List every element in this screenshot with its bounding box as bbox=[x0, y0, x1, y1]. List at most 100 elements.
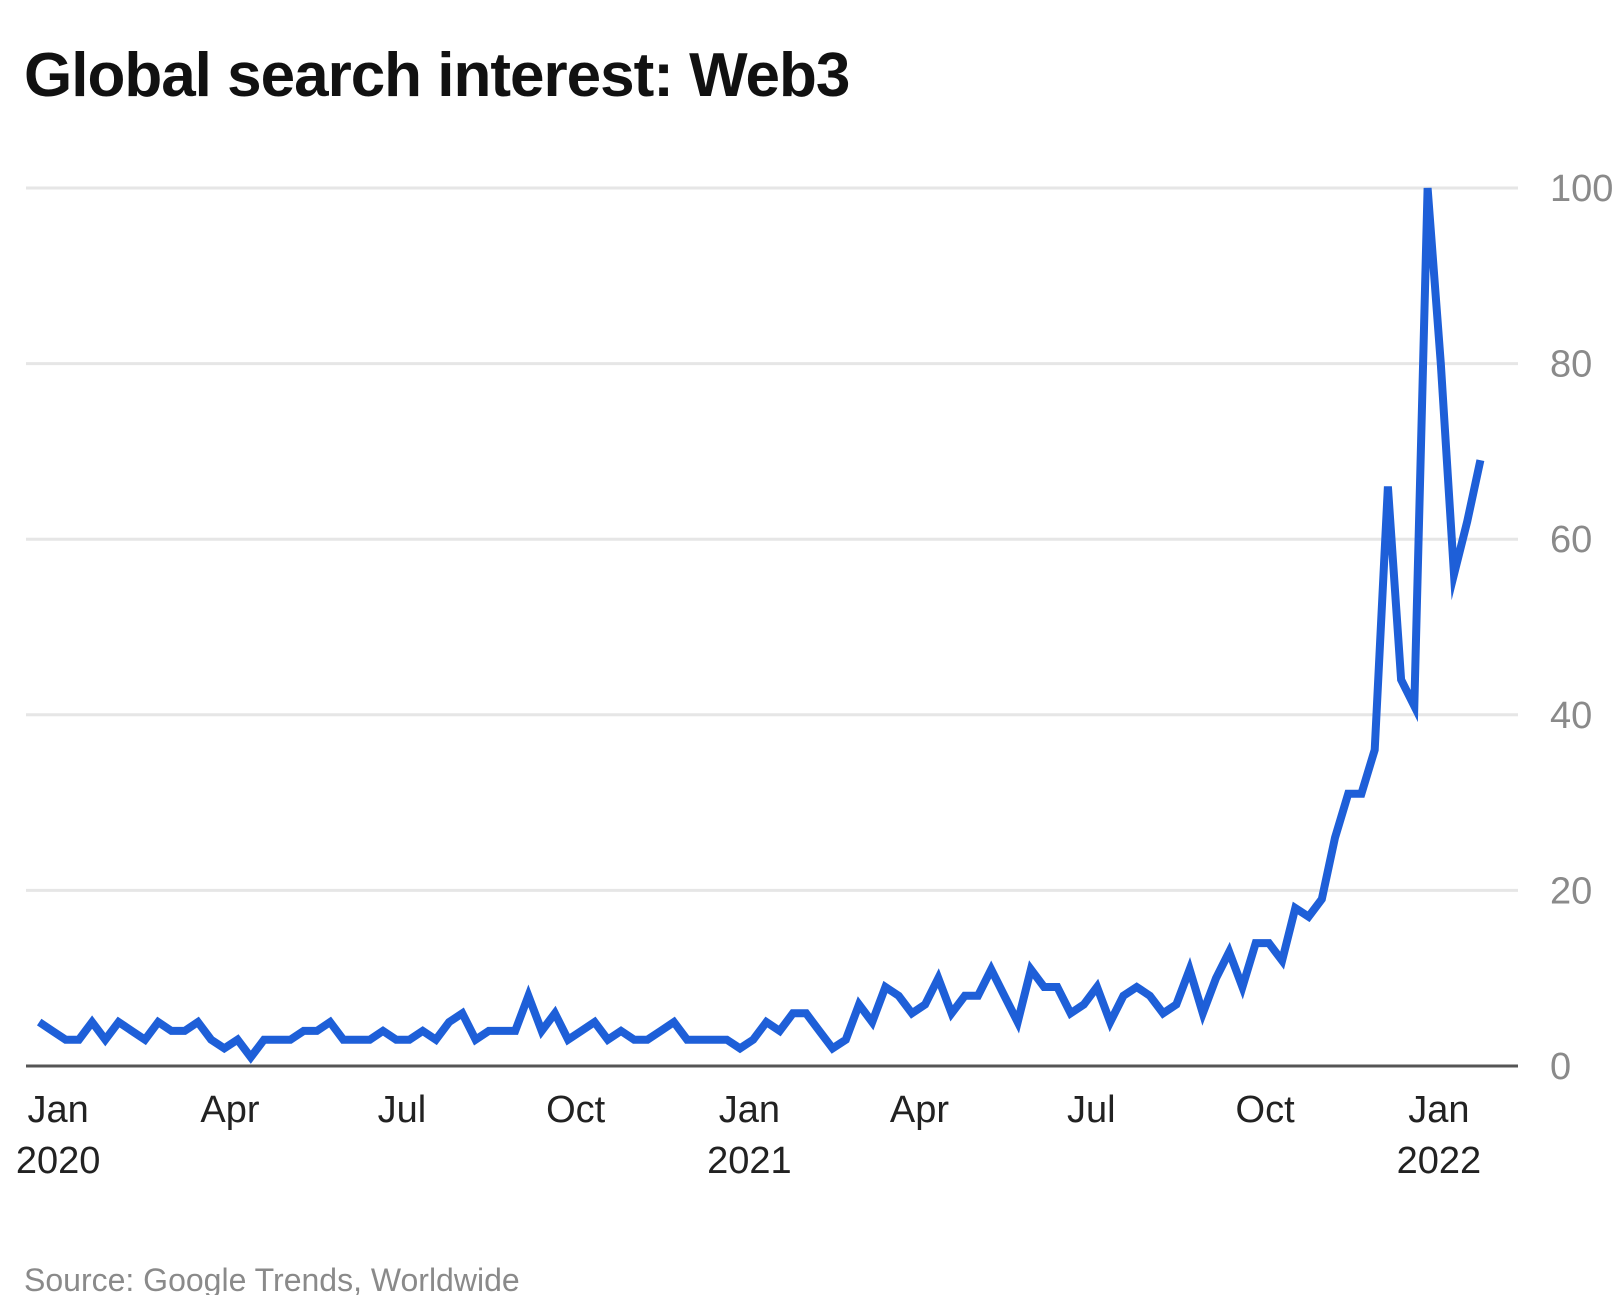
y-axis-ticks: 0 20 40 60 80 100 bbox=[1550, 168, 1613, 1088]
series-line-0 bbox=[36, 187, 1485, 1064]
data-point-66 bbox=[910, 1011, 914, 1015]
data-point-33 bbox=[474, 1038, 478, 1042]
data-point-99 bbox=[1346, 792, 1350, 796]
data-point-19 bbox=[288, 1038, 292, 1042]
data-point-58 bbox=[804, 1011, 808, 1015]
data-point-20 bbox=[302, 1029, 306, 1033]
data-point-93 bbox=[1267, 941, 1271, 945]
y-tick-label-80: 80 bbox=[1550, 344, 1592, 386]
data-point-21 bbox=[315, 1029, 319, 1033]
data-point-29 bbox=[421, 1029, 425, 1033]
data-point-80 bbox=[1095, 985, 1099, 989]
data-point-13 bbox=[209, 1038, 213, 1042]
x-axis-ticks: Jan 2020 Apr Jul Oct Jan 2021 Apr Jul Oct Jan 2022 bbox=[16, 1089, 1481, 1182]
source-note: Source: Google Trends, Worldwide bbox=[24, 1262, 520, 1295]
data-point-53 bbox=[738, 1046, 742, 1050]
data-point-74 bbox=[1016, 1020, 1020, 1024]
data-point-86 bbox=[1174, 1003, 1178, 1007]
data-point-76 bbox=[1042, 985, 1046, 989]
data-point-75 bbox=[1029, 967, 1033, 971]
data-point-2 bbox=[64, 1038, 68, 1042]
data-point-28 bbox=[407, 1038, 411, 1042]
data-point-12 bbox=[196, 1020, 200, 1024]
x-tick-label-7: Oct bbox=[1236, 1089, 1296, 1131]
data-point-88 bbox=[1201, 1011, 1205, 1015]
data-point-49 bbox=[685, 1038, 689, 1042]
data-point-103 bbox=[1399, 678, 1403, 682]
data-point-108 bbox=[1465, 520, 1469, 524]
data-point-84 bbox=[1148, 994, 1152, 998]
data-point-89 bbox=[1214, 976, 1218, 980]
x-tick-label-2: Jul bbox=[378, 1089, 427, 1131]
data-point-101 bbox=[1373, 748, 1377, 752]
data-point-70 bbox=[963, 994, 967, 998]
data-point-54 bbox=[751, 1038, 755, 1042]
data-point-73 bbox=[1002, 994, 1006, 998]
data-point-32 bbox=[460, 1011, 464, 1015]
data-point-11 bbox=[183, 1029, 187, 1033]
x-tick-label-0: Jan bbox=[27, 1089, 88, 1131]
data-point-82 bbox=[1121, 994, 1125, 998]
data-point-71 bbox=[976, 994, 980, 998]
data-point-8 bbox=[143, 1038, 147, 1042]
data-point-36 bbox=[513, 1029, 517, 1033]
data-point-18 bbox=[275, 1038, 279, 1042]
data-point-9 bbox=[156, 1020, 160, 1024]
x-tick-label-4: Jan bbox=[719, 1089, 780, 1131]
data-point-63 bbox=[870, 1020, 874, 1024]
data-point-94 bbox=[1280, 959, 1284, 963]
data-point-106 bbox=[1439, 362, 1443, 366]
data-point-45 bbox=[632, 1038, 636, 1042]
data-point-61 bbox=[844, 1038, 848, 1042]
data-point-41 bbox=[579, 1029, 583, 1033]
data-point-40 bbox=[566, 1038, 570, 1042]
data-point-55 bbox=[764, 1020, 768, 1024]
data-point-35 bbox=[500, 1029, 504, 1033]
data-point-95 bbox=[1293, 906, 1297, 910]
y-tick-label-20: 20 bbox=[1550, 870, 1592, 912]
data-point-96 bbox=[1307, 915, 1311, 919]
y-tick-label-60: 60 bbox=[1550, 519, 1592, 561]
data-point-92 bbox=[1254, 941, 1258, 945]
data-point-62 bbox=[857, 1003, 861, 1007]
data-point-87 bbox=[1188, 967, 1192, 971]
data-point-16 bbox=[249, 1055, 253, 1059]
data-point-6 bbox=[117, 1020, 121, 1024]
x-tick-label-5: Apr bbox=[890, 1089, 949, 1131]
data-point-3 bbox=[77, 1038, 81, 1042]
x-tick-year-0: 2020 bbox=[16, 1140, 101, 1182]
data-point-23 bbox=[341, 1038, 345, 1042]
data-point-56 bbox=[778, 1029, 782, 1033]
data-point-17 bbox=[262, 1038, 266, 1042]
data-point-37 bbox=[526, 994, 530, 998]
data-point-25 bbox=[368, 1038, 372, 1042]
x-tick-year-8: 2022 bbox=[1397, 1140, 1482, 1182]
data-point-98 bbox=[1333, 836, 1337, 840]
data-point-72 bbox=[989, 967, 993, 971]
data-point-107 bbox=[1452, 572, 1456, 576]
data-point-109 bbox=[1478, 458, 1482, 462]
data-point-59 bbox=[817, 1029, 821, 1033]
data-point-47 bbox=[659, 1029, 663, 1033]
data-point-97 bbox=[1320, 897, 1324, 901]
data-point-48 bbox=[672, 1020, 676, 1024]
data-point-52 bbox=[725, 1038, 729, 1042]
data-point-27 bbox=[394, 1038, 398, 1042]
data-point-38 bbox=[540, 1029, 544, 1033]
data-point-31 bbox=[447, 1020, 451, 1024]
data-point-79 bbox=[1082, 1003, 1086, 1007]
data-point-7 bbox=[130, 1029, 134, 1033]
data-point-78 bbox=[1069, 1011, 1073, 1015]
data-point-15 bbox=[236, 1038, 240, 1042]
data-point-24 bbox=[355, 1038, 359, 1042]
data-point-60 bbox=[831, 1046, 835, 1050]
x-tick-label-8: Jan bbox=[1408, 1089, 1469, 1131]
data-point-43 bbox=[606, 1038, 610, 1042]
data-point-83 bbox=[1135, 985, 1139, 989]
data-point-14 bbox=[222, 1046, 226, 1050]
x-tick-label-1: Apr bbox=[200, 1089, 259, 1131]
data-point-34 bbox=[487, 1029, 491, 1033]
data-point-105 bbox=[1426, 186, 1430, 190]
